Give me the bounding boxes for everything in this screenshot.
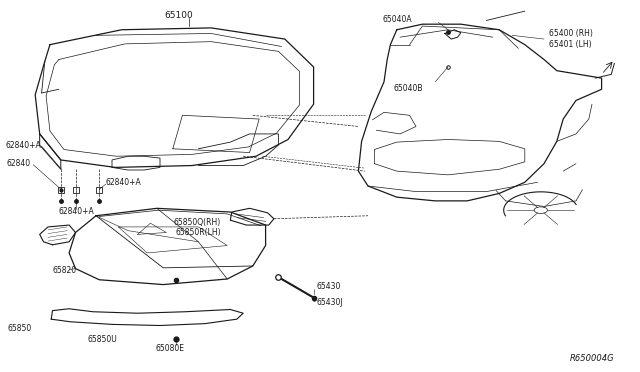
Text: 65430: 65430 [316, 282, 340, 291]
Text: 65850U: 65850U [88, 335, 117, 344]
Text: 65080E: 65080E [155, 344, 184, 353]
Text: 65430J: 65430J [316, 298, 343, 307]
Text: 65040A: 65040A [383, 15, 412, 24]
Text: 65040B: 65040B [394, 84, 423, 93]
Text: 62840+A: 62840+A [106, 178, 141, 187]
Bar [58, 187, 65, 193]
Text: 65850: 65850 [7, 324, 31, 333]
Ellipse shape [534, 207, 547, 214]
Text: R650004G: R650004G [570, 355, 614, 363]
Text: 65820: 65820 [52, 266, 77, 275]
Text: 65100: 65100 [165, 11, 193, 20]
Text: 65850Q(RH)
65850R(LH): 65850Q(RH) 65850R(LH) [173, 218, 221, 237]
Text: 62840: 62840 [6, 159, 31, 168]
Text: 65400 (RH)
65401 (LH): 65400 (RH) 65401 (LH) [549, 29, 593, 49]
Text: 62840+A: 62840+A [5, 141, 41, 150]
Bar [72, 187, 79, 193]
Text: 62840+A: 62840+A [59, 207, 95, 216]
Bar [96, 187, 102, 193]
